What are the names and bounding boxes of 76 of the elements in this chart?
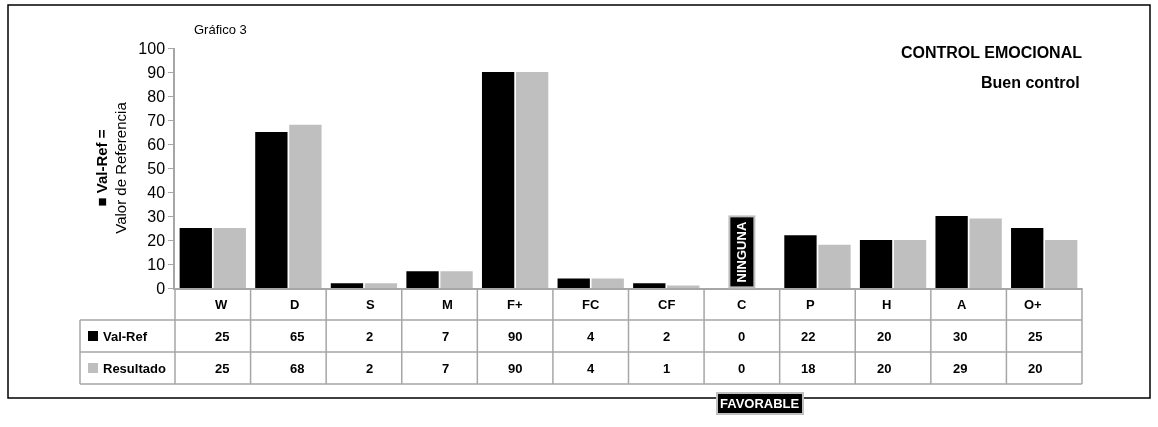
data-label: 30 — [953, 329, 968, 344]
data-label: 0 — [738, 361, 746, 376]
data-label: 20 — [1028, 361, 1043, 376]
bar — [818, 244, 851, 288]
x-tick-label: H — [882, 297, 892, 312]
data-label: 18 — [801, 361, 816, 376]
bar — [969, 218, 1002, 288]
text: Buen control — [981, 74, 1080, 91]
bar — [406, 271, 439, 288]
data-label: 0 — [738, 329, 746, 344]
data-label: 1 — [663, 361, 671, 376]
x-tick-label: D — [290, 297, 300, 312]
x-tick-label: M — [442, 297, 453, 312]
data-label: 68 — [290, 361, 305, 376]
y-tick-label: 60 — [147, 135, 166, 153]
bar — [1045, 240, 1078, 288]
data-label: 90 — [508, 329, 523, 344]
y-tick-label: 30 — [147, 207, 166, 225]
data-label: 90 — [508, 361, 523, 376]
x-tick-label: O+ — [1024, 297, 1043, 312]
data-label: 65 — [290, 329, 305, 344]
x-tick-label: W — [215, 297, 228, 312]
bar — [633, 283, 666, 288]
bar — [330, 283, 364, 288]
legend-label: Resultado — [103, 361, 166, 376]
data-label: 20 — [877, 361, 892, 376]
bar — [515, 72, 549, 288]
data-label: 25 — [215, 361, 230, 376]
bar — [289, 124, 322, 288]
y-tick-label: 100 — [138, 39, 166, 57]
y-tick-label: 50 — [147, 159, 166, 177]
y-tick-label: 40 — [147, 183, 166, 201]
bar — [213, 228, 246, 288]
y-tick-label: 20 — [147, 231, 166, 249]
bar — [364, 283, 398, 288]
bar — [1011, 228, 1044, 288]
data-label: 2 — [366, 329, 374, 344]
bar — [557, 278, 590, 288]
data-label: 22 — [801, 329, 816, 344]
text: FAVORABLE — [720, 396, 800, 411]
annotation: NINGUNA — [734, 221, 750, 283]
y-tick-label: 70 — [147, 111, 166, 129]
bar — [179, 228, 212, 288]
x-tick-label: A — [957, 297, 967, 312]
data-label: 7 — [442, 329, 450, 344]
x-tick-label: P — [806, 297, 815, 312]
data-label: 4 — [587, 361, 595, 376]
data-label: 25 — [1028, 329, 1043, 344]
data-label: 2 — [366, 361, 374, 376]
y-axis-title: ■ Val-Ref = Valor de Referencia — [92, 101, 130, 234]
data-label: 2 — [663, 329, 671, 344]
data-label: 29 — [953, 361, 968, 376]
bar — [784, 235, 817, 288]
data-label: 7 — [442, 361, 450, 376]
legend-label: Val-Ref — [103, 329, 148, 344]
x-tick-label: S — [366, 297, 375, 312]
data-label: 25 — [215, 329, 230, 344]
data-label: 20 — [877, 329, 892, 344]
bar — [255, 132, 288, 288]
y-tick-label: 90 — [147, 63, 166, 81]
bar — [893, 240, 927, 288]
bar — [440, 271, 473, 288]
bar — [935, 216, 968, 288]
x-tick-label: CF — [658, 297, 676, 312]
chart-title: CONTROL EMOCIONAL — [900, 43, 1083, 61]
text: Gráfico 3 — [194, 22, 247, 37]
bar — [859, 240, 893, 288]
y-tick-label: 0 — [156, 279, 166, 297]
x-tick-label: F+ — [507, 297, 523, 312]
data-label: 4 — [587, 329, 595, 344]
y-tick-label: 10 — [147, 255, 166, 273]
bar — [591, 278, 624, 288]
y-tick-label: 80 — [147, 87, 166, 105]
x-tick-label: FC — [582, 297, 600, 312]
x-tick-label: C — [737, 297, 747, 312]
bar — [481, 72, 515, 288]
